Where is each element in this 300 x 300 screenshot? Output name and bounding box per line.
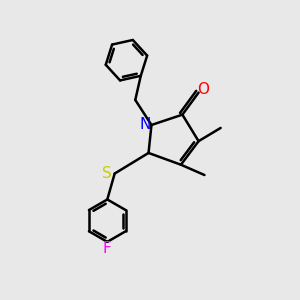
Text: F: F: [103, 241, 112, 256]
Text: S: S: [102, 166, 112, 181]
Text: N: N: [139, 118, 151, 133]
Text: O: O: [197, 82, 209, 97]
